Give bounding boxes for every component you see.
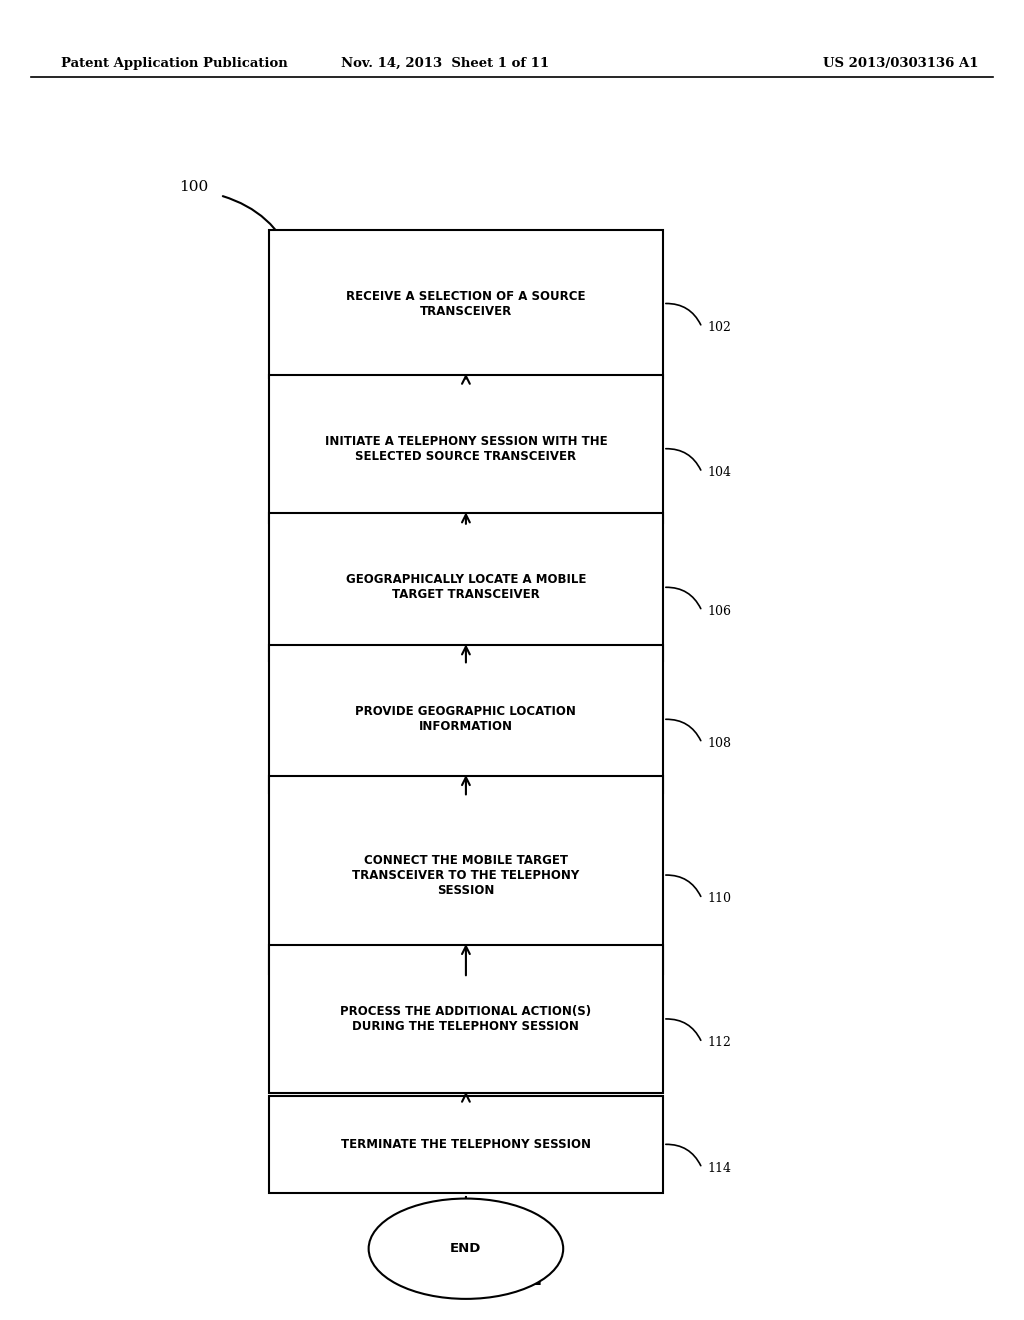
Text: Nov. 14, 2013  Sheet 1 of 11: Nov. 14, 2013 Sheet 1 of 11 [341, 57, 550, 70]
FancyBboxPatch shape [268, 776, 664, 974]
FancyBboxPatch shape [268, 230, 664, 378]
Text: TERMINATE THE TELEPHONY SESSION: TERMINATE THE TELEPHONY SESSION [341, 1138, 591, 1151]
Text: 104: 104 [707, 466, 731, 479]
Text: 100: 100 [179, 181, 209, 194]
Text: CONNECT THE MOBILE TARGET
TRANSCEIVER TO THE TELEPHONY
SESSION: CONNECT THE MOBILE TARGET TRANSCEIVER TO… [352, 854, 580, 896]
Text: 108: 108 [707, 737, 731, 750]
Text: PROCESS THE ADDITIONAL ACTION(S)
DURING THE TELEPHONY SESSION: PROCESS THE ADDITIONAL ACTION(S) DURING … [340, 1005, 592, 1034]
FancyBboxPatch shape [268, 945, 664, 1093]
Text: 112: 112 [707, 1036, 731, 1049]
Text: RECEIVE A SELECTION OF A SOURCE
TRANSCEIVER: RECEIVE A SELECTION OF A SOURCE TRANSCEI… [346, 289, 586, 318]
Text: 106: 106 [707, 605, 731, 618]
Text: INITIATE A TELEPHONY SESSION WITH THE
SELECTED SOURCE TRANSCEIVER: INITIATE A TELEPHONY SESSION WITH THE SE… [325, 434, 607, 463]
Text: 110: 110 [707, 892, 731, 906]
Text: END: END [451, 1242, 481, 1255]
Text: FIGURE 1: FIGURE 1 [399, 1263, 543, 1291]
FancyBboxPatch shape [268, 1096, 664, 1193]
Text: Patent Application Publication: Patent Application Publication [61, 57, 288, 70]
Text: 114: 114 [707, 1162, 731, 1175]
Text: US 2013/0303136 A1: US 2013/0303136 A1 [823, 57, 979, 70]
FancyBboxPatch shape [268, 375, 664, 523]
Text: PROVIDE GEOGRAPHIC LOCATION
INFORMATION: PROVIDE GEOGRAPHIC LOCATION INFORMATION [355, 705, 577, 734]
Ellipse shape [369, 1199, 563, 1299]
FancyBboxPatch shape [268, 513, 664, 661]
FancyBboxPatch shape [268, 645, 664, 793]
Text: GEOGRAPHICALLY LOCATE A MOBILE
TARGET TRANSCEIVER: GEOGRAPHICALLY LOCATE A MOBILE TARGET TR… [346, 573, 586, 602]
Text: 102: 102 [707, 321, 731, 334]
